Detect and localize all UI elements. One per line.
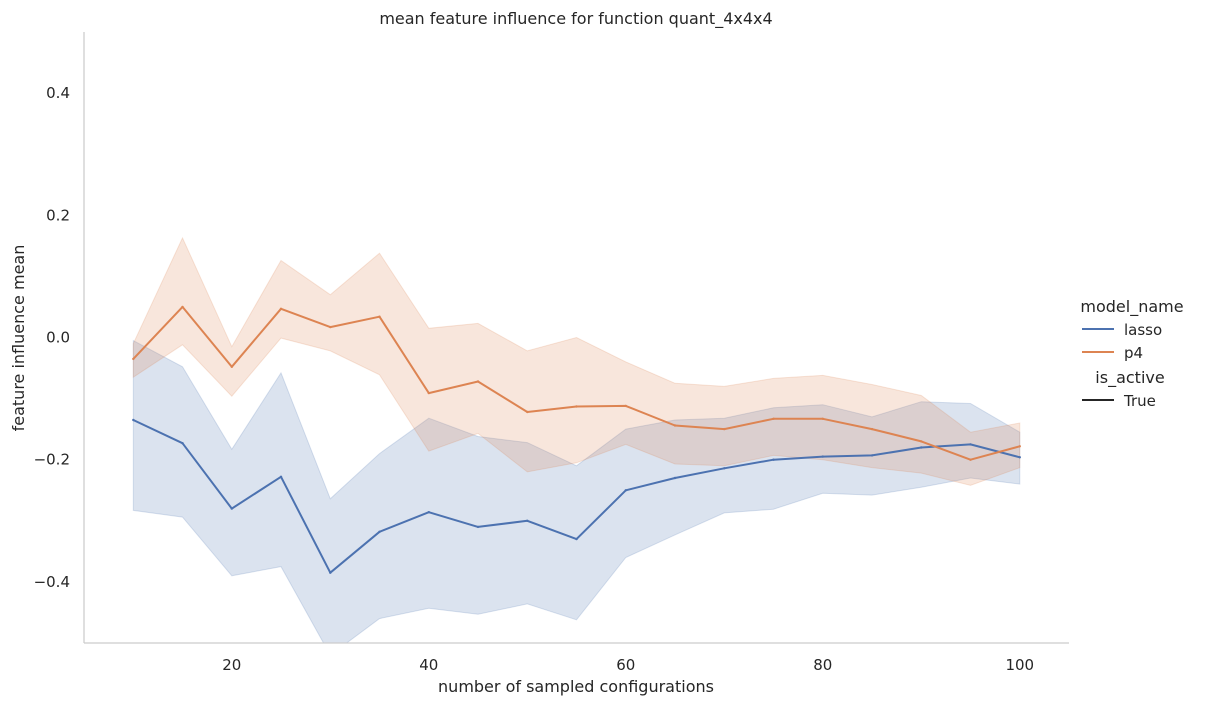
data-point-lasso <box>132 418 135 422</box>
data-point-lasso <box>476 525 480 529</box>
y-tick-label: 0.0 <box>46 329 70 347</box>
chart-title: mean feature influence for function quan… <box>379 9 772 29</box>
x-tick-label: 40 <box>419 656 438 674</box>
y-axis-title: feature influence mean <box>9 245 28 432</box>
data-point-lasso <box>624 489 627 492</box>
data-point-p4 <box>378 315 381 318</box>
data-point-p4 <box>673 424 677 427</box>
y-tick-label: −0.2 <box>34 451 70 469</box>
ci-band-p4 <box>132 236 1021 486</box>
data-point-lasso <box>673 476 677 480</box>
data-point-lasso <box>279 475 283 478</box>
data-point-p4 <box>1018 445 1021 448</box>
data-point-p4 <box>624 404 627 408</box>
data-point-lasso <box>526 519 529 522</box>
data-point-p4 <box>181 305 184 309</box>
legend-label-lasso: lasso <box>1124 321 1162 339</box>
axes: 20 40 60 80 100 0.4 0.2 0.0 −0.2 −0.4 <box>34 32 1069 674</box>
data-point-lasso <box>575 537 578 541</box>
data-point-lasso <box>427 511 430 514</box>
x-tick-label: 80 <box>813 656 832 674</box>
data-point-lasso <box>821 455 824 458</box>
data-point-p4 <box>772 417 775 420</box>
x-tick-label: 100 <box>1005 656 1034 674</box>
data-point-lasso <box>230 507 233 510</box>
legend-style-label: True <box>1123 392 1156 410</box>
data-point-lasso <box>920 446 923 449</box>
legend-style-title: is_active <box>1095 368 1164 388</box>
data-point-p4 <box>329 325 332 329</box>
data-point-lasso <box>378 530 381 533</box>
data-point-p4 <box>132 357 135 361</box>
ci-band-lasso <box>132 339 1021 643</box>
data-point-lasso <box>1018 456 1021 459</box>
data-point-p4 <box>821 417 824 420</box>
data-point-p4 <box>279 307 283 310</box>
data-point-lasso <box>870 454 874 457</box>
data-point-p4 <box>427 391 430 395</box>
data-point-p4 <box>526 410 529 414</box>
data-point-p4 <box>230 365 233 368</box>
data-point-p4 <box>476 380 480 383</box>
data-point-p4 <box>723 427 726 431</box>
y-tick-label: −0.4 <box>34 573 70 591</box>
data-point-p4 <box>969 458 972 461</box>
y-tick-label: 0.4 <box>46 84 70 102</box>
data-point-lasso <box>181 442 184 445</box>
data-point-lasso <box>969 443 972 446</box>
legend-hue-title: model_name <box>1080 297 1183 317</box>
plot-area <box>132 236 1021 643</box>
data-point-lasso <box>772 458 775 461</box>
data-point-p4 <box>575 405 578 408</box>
x-axis-title: number of sampled configurations <box>438 677 714 696</box>
x-tick-label: 60 <box>616 656 635 674</box>
data-point-p4 <box>870 427 874 431</box>
data-point-lasso <box>723 467 726 470</box>
data-point-p4 <box>920 440 923 443</box>
y-tick-label: 0.2 <box>46 206 70 224</box>
legend-label-p4: p4 <box>1124 344 1143 362</box>
data-point-lasso <box>329 571 332 574</box>
x-tick-label: 20 <box>222 656 241 674</box>
legend: model_name lasso p4 is_active True <box>1080 297 1183 410</box>
